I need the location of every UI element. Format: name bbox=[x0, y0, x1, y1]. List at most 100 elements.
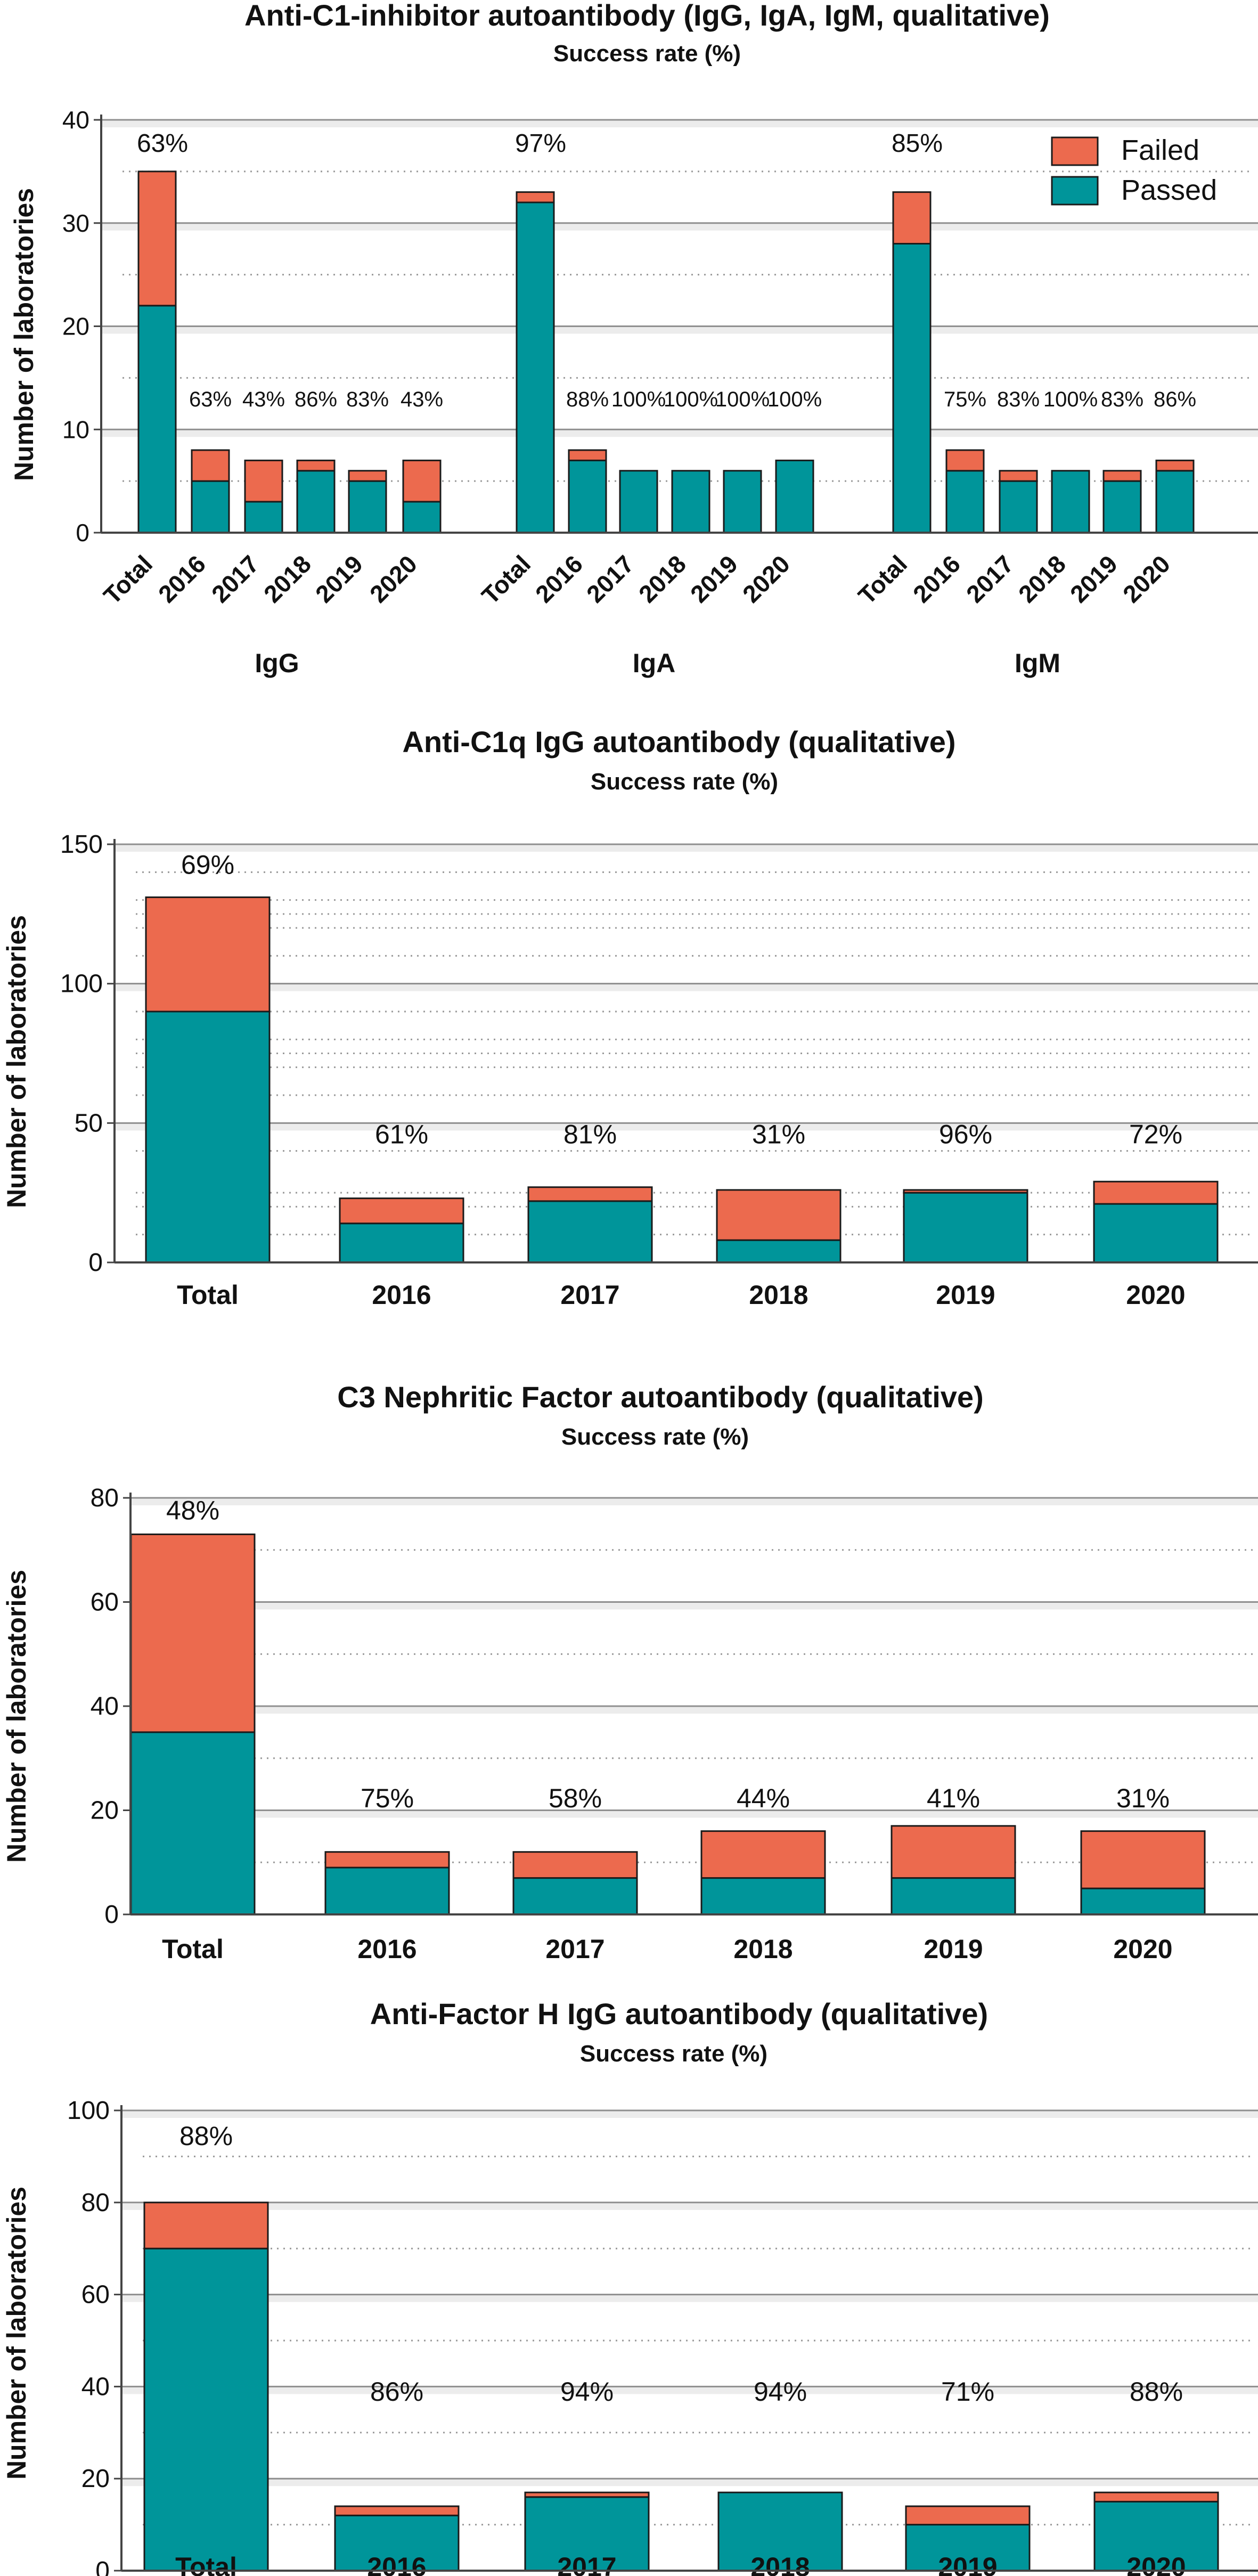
bars bbox=[143, 2202, 1219, 2572]
bar-failed bbox=[137, 170, 177, 307]
grid-band bbox=[101, 326, 1258, 334]
panel-anti-c1q: Anti-C1q IgG autoantibody (qualitative) … bbox=[2, 725, 1258, 1310]
y-tick-labels: 0 50 100 150 bbox=[60, 830, 103, 1277]
bar-failed bbox=[892, 191, 932, 244]
y-tick-label: 40 bbox=[62, 106, 89, 134]
success-rate-label: 75% bbox=[944, 388, 986, 411]
success-rate-label: 96% bbox=[939, 1119, 992, 1149]
y-tick-label: 30 bbox=[62, 209, 89, 237]
success-rate-label: 43% bbox=[242, 388, 285, 411]
grid-band bbox=[115, 844, 1258, 852]
bar-failed bbox=[145, 896, 271, 1013]
bar-failed bbox=[891, 1825, 1016, 1879]
panel-anti-factor-h: Anti-Factor H IgG autoantibody (qualitat… bbox=[2, 1997, 1258, 2576]
bar-passed bbox=[568, 459, 607, 534]
legend: Failed Passed bbox=[1051, 134, 1217, 206]
panel-c3-nephritic-factor: C3 Nephritic Factor autoantibody (qualit… bbox=[2, 1380, 1258, 1964]
y-tick-label: 20 bbox=[81, 2465, 110, 2493]
x-tick-label: 2016 bbox=[530, 550, 588, 608]
bar-passed bbox=[892, 243, 932, 534]
success-rate-label: 85% bbox=[892, 129, 943, 158]
success-rate-label: 69% bbox=[181, 850, 234, 879]
x-tick-label: 2017 bbox=[545, 1934, 605, 1964]
y-axis-label: Number of laboratories bbox=[9, 188, 39, 481]
bar-failed bbox=[324, 1851, 450, 1869]
y-tick-label: 50 bbox=[75, 1109, 103, 1137]
bar-failed bbox=[945, 449, 985, 472]
x-tick-label: 2018 bbox=[749, 1280, 808, 1310]
y-tick-label: 0 bbox=[95, 2557, 110, 2576]
bar-failed bbox=[1155, 459, 1195, 472]
bar-passed bbox=[945, 470, 985, 534]
x-tick-label: Total bbox=[162, 1934, 224, 1964]
bar-passed bbox=[402, 501, 442, 534]
bar-failed bbox=[339, 1197, 464, 1225]
grid-band bbox=[101, 120, 1258, 127]
x-tick-label: 2016 bbox=[372, 1280, 431, 1310]
y-tick-label: 80 bbox=[91, 1484, 119, 1512]
x-tick-label: 2020 bbox=[737, 550, 795, 608]
legend-failed-label: Failed bbox=[1121, 134, 1199, 166]
bars bbox=[130, 1533, 1206, 1915]
bar-failed bbox=[524, 2491, 650, 2498]
y-tick-label: 0 bbox=[76, 519, 89, 547]
grid-band bbox=[115, 1123, 1258, 1131]
success-rate-label: 41% bbox=[927, 1783, 980, 1813]
success-rate-label: 72% bbox=[1129, 1119, 1182, 1149]
success-rate-label: 61% bbox=[375, 1119, 428, 1149]
bars bbox=[145, 896, 1219, 1263]
success-rate-label: 48% bbox=[166, 1495, 219, 1525]
group-labels: IgG IgA IgM bbox=[255, 648, 1060, 678]
panel-anti-c1-inhibitor: Anti-C1-inhibitor autoantibody (IgG, IgA… bbox=[9, 0, 1258, 678]
success-rate-label: 86% bbox=[295, 388, 337, 411]
grid-band bbox=[101, 223, 1258, 231]
y-axis-label: Number of laboratories bbox=[2, 2187, 31, 2480]
success-rate-label: 86% bbox=[370, 2377, 423, 2407]
legend-passed-swatch bbox=[1051, 176, 1099, 206]
grid-band bbox=[115, 983, 1258, 991]
bar-passed bbox=[137, 305, 177, 534]
bar-failed bbox=[334, 2505, 460, 2516]
bar-passed bbox=[244, 501, 283, 534]
x-tick-label: 2018 bbox=[258, 550, 316, 608]
success-rate-labels: 48% 75% 58% 44% 41% 31% bbox=[166, 1495, 1170, 1813]
x-tick-label: 2020 bbox=[1126, 1280, 1185, 1310]
y-tick-label: 0 bbox=[104, 1901, 119, 1929]
bar-passed bbox=[891, 1877, 1016, 1915]
y-tick-label: 80 bbox=[81, 2189, 110, 2217]
success-rate-labels: 69% 61% 81% 31% 96% 72% bbox=[181, 850, 1182, 1149]
bar-failed bbox=[1080, 1830, 1206, 1889]
axes bbox=[107, 839, 1258, 1263]
bar-passed bbox=[1155, 470, 1195, 534]
grid-band bbox=[130, 1498, 1258, 1505]
bar-failed bbox=[244, 459, 283, 503]
y-tick-label: 100 bbox=[60, 970, 103, 998]
x-tick-label: 2019 bbox=[1065, 550, 1123, 608]
grid-band bbox=[121, 2110, 1258, 2118]
chart-title: Anti-C1-inhibitor autoantibody (IgG, IgA… bbox=[244, 0, 1050, 32]
success-rate-label: 58% bbox=[549, 1783, 602, 1813]
x-tick-label: 2019 bbox=[938, 2552, 997, 2576]
bar-passed bbox=[143, 2247, 269, 2572]
success-rate-label: 44% bbox=[737, 1783, 790, 1813]
grid-band bbox=[101, 429, 1258, 437]
bar-passed bbox=[1051, 470, 1090, 534]
success-rate-label: 43% bbox=[401, 388, 443, 411]
success-rate-label: 88% bbox=[566, 388, 609, 411]
success-rate-label: 100% bbox=[715, 388, 770, 411]
bar-passed bbox=[512, 1877, 638, 1915]
bar-failed bbox=[191, 449, 230, 482]
y-tick-labels: 0 20 40 60 80 100 bbox=[67, 2097, 110, 2576]
bar-passed bbox=[1093, 1203, 1219, 1263]
gridlines bbox=[130, 1497, 1258, 1915]
x-tick-label: 2017 bbox=[560, 1280, 619, 1310]
axes bbox=[94, 115, 1258, 534]
bar-passed bbox=[145, 1010, 271, 1263]
success-rate-label: 97% bbox=[515, 129, 566, 158]
bars bbox=[137, 170, 1195, 534]
x-tick-label: 2016 bbox=[153, 550, 211, 608]
success-rate-labels: 88% 86% 94% 94% 71% 88% bbox=[179, 2121, 1183, 2407]
success-rate-label: 63% bbox=[137, 129, 188, 158]
